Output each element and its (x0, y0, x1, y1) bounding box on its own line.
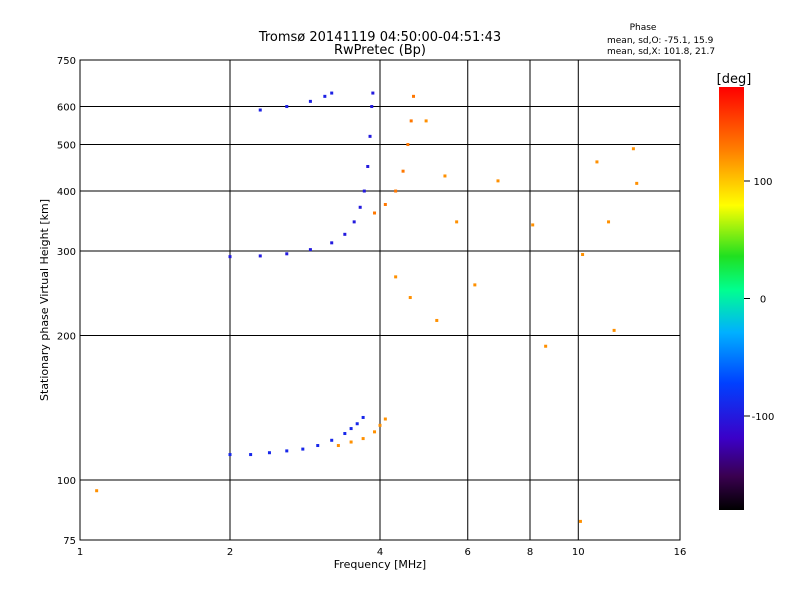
y-tick-label: 100 (57, 476, 76, 487)
data-point (366, 164, 370, 168)
data-point (301, 447, 305, 451)
data-point (355, 422, 359, 426)
data-point (343, 432, 347, 436)
colorbar-tick-label: 0 (760, 295, 766, 306)
data-point (349, 427, 353, 431)
data-point (455, 220, 459, 224)
data-point (330, 91, 334, 95)
y-tick-label: 500 (57, 141, 76, 152)
data-point (316, 444, 320, 448)
y-tick-label: 400 (57, 187, 76, 198)
data-point (607, 220, 611, 224)
grid-lines (80, 60, 680, 540)
phase-heading: Phase (630, 23, 657, 33)
data-point (352, 220, 356, 224)
data-point (373, 211, 377, 215)
data-point (330, 241, 334, 245)
data-point (578, 519, 582, 523)
x-tick-label: 10 (572, 547, 585, 558)
data-point (228, 453, 232, 457)
data-point (612, 328, 616, 332)
data-point (371, 91, 375, 95)
colorbar-tick-label: 100 (753, 177, 772, 188)
colorbar-tick-label: -100 (752, 412, 775, 423)
y-tick-label: 300 (57, 247, 76, 258)
data-point (383, 202, 387, 206)
data-point (473, 283, 477, 287)
data-point (228, 255, 232, 259)
data-point (595, 160, 599, 164)
data-point (435, 318, 439, 322)
data-point (258, 108, 262, 112)
data-point (361, 437, 365, 441)
data-point (95, 489, 99, 493)
phase-stats-o: mean, sd,O: -75.1, 15.9 (607, 36, 714, 46)
data-point (496, 179, 500, 183)
data-point (443, 174, 447, 178)
y-tick-label: 750 (57, 56, 76, 67)
y-tick-label: 200 (57, 332, 76, 343)
data-point (631, 147, 635, 151)
data-point (267, 451, 271, 455)
data-point (330, 438, 334, 442)
colorbar (719, 87, 744, 510)
data-point (544, 344, 548, 348)
colorbar-ticks: 100 0 -100 (744, 177, 774, 423)
data-point (323, 94, 327, 98)
chart-title: Tromsø 20141119 04:50:00-04:51:43 (258, 30, 501, 45)
data-point (394, 189, 398, 193)
data-point (361, 415, 365, 419)
data-point (258, 254, 262, 258)
data-point (336, 444, 340, 448)
x-tick-label: 4 (377, 547, 383, 558)
data-point (378, 423, 382, 427)
data-point (635, 181, 639, 185)
data-point (358, 205, 362, 209)
x-tick-label: 8 (527, 547, 533, 558)
colorbar-label: [deg] (717, 72, 752, 87)
data-point (308, 248, 312, 252)
axis-ticks: 1 2 4 6 8 10 16 75 100 200 300 400 500 600 750 (57, 56, 686, 558)
data-point (349, 440, 353, 444)
data-point (370, 105, 374, 109)
phase-stats-x: mean, sd,X: 101.8, 21.7 (607, 47, 715, 57)
data-points (95, 91, 639, 523)
data-point (249, 453, 253, 457)
y-tick-label: 75 (63, 536, 76, 547)
data-point (401, 169, 405, 173)
data-point (308, 99, 312, 103)
data-point (531, 223, 535, 227)
data-point (285, 252, 289, 256)
x-tick-label: 2 (227, 547, 233, 558)
data-point (285, 449, 289, 453)
x-tick-label: 1 (77, 547, 83, 558)
data-point (373, 430, 377, 434)
data-point (424, 119, 428, 123)
data-point (406, 143, 410, 147)
data-point (409, 119, 413, 123)
y-tick-label: 600 (57, 103, 76, 114)
data-point (383, 417, 387, 421)
data-point (285, 105, 289, 109)
x-tick-label: 16 (674, 547, 687, 558)
data-point (412, 94, 416, 98)
chart-subtitle: RwPretec (Bp) (334, 43, 426, 58)
data-point (581, 253, 585, 257)
data-point (343, 232, 347, 236)
data-point (362, 189, 366, 193)
data-point (368, 134, 372, 138)
x-tick-label: 6 (465, 547, 471, 558)
x-axis-label: Frequency [MHz] (334, 558, 426, 571)
data-point (394, 275, 398, 279)
y-axis-label: Stationary phase Virtual Height [km] (38, 199, 51, 401)
data-point (408, 296, 412, 300)
